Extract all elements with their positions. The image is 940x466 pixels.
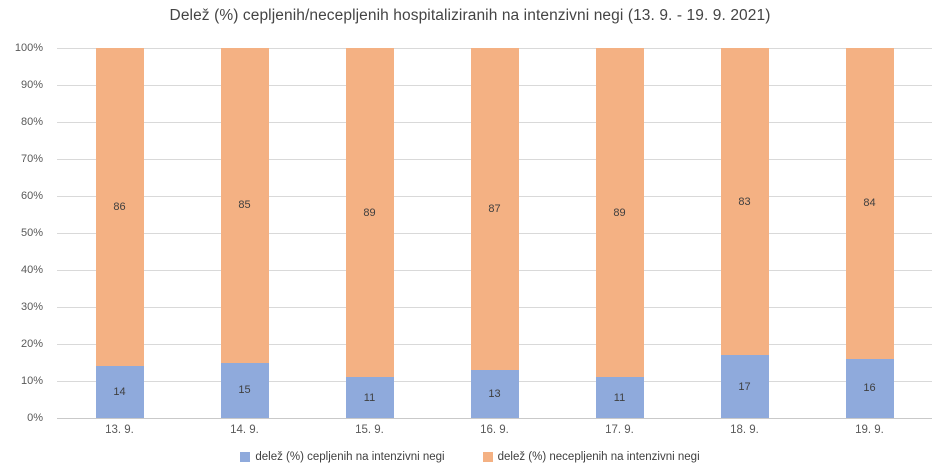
y-tick-label: 70%: [20, 153, 43, 165]
bar-value-label: 17: [738, 380, 751, 393]
bar-slot-179: 89 11: [557, 48, 682, 418]
legend-item: delež (%) necepljenih na intenzivni negi: [482, 451, 700, 463]
x-tick-label: 15. 9.: [355, 424, 384, 436]
bar-segment: 86: [95, 48, 144, 367]
stacked-bar: 84 16: [845, 48, 894, 418]
bar-segment: 11: [345, 377, 394, 418]
x-tick-label: 14. 9.: [230, 424, 259, 436]
legend-marker-icon: [482, 452, 493, 462]
bar-slot-159: 89 11: [307, 48, 432, 418]
y-tick-label: 40%: [20, 264, 43, 276]
legend: delež (%) cepljenih na intenzivni negi de…: [0, 451, 940, 463]
bar-value-label: 11: [363, 391, 376, 404]
bar-slot-149: 85 15: [182, 48, 307, 418]
stacked-bar: 89 11: [345, 48, 394, 418]
bar-segment: 11: [595, 377, 644, 418]
stacked-bar: 86 14: [95, 48, 144, 418]
bar-segment: 15: [220, 362, 269, 418]
stacked-bar: 83 17: [720, 48, 769, 418]
bar-value-label: 83: [738, 195, 751, 208]
bar-value-label: 89: [613, 206, 626, 219]
bar-segment: 16: [845, 358, 894, 418]
bar-segment: 17: [720, 355, 769, 418]
bar-slot-169: 87 13: [432, 48, 557, 418]
bar-segment: 87: [470, 48, 519, 370]
bar-value-label: 11: [613, 391, 626, 404]
bar-slot-189: 83 17: [682, 48, 807, 418]
legend-marker-icon: [240, 452, 251, 462]
bar-value-label: 86: [113, 201, 126, 214]
legend-label: delež (%) necepljenih na intenzivni negi: [497, 451, 700, 463]
bar-segment: 14: [95, 366, 144, 418]
plot-area: 86 14 85 15 89 11 87 13 89 11 83 17 84 16: [57, 48, 932, 419]
bar-segment: 89: [345, 48, 394, 378]
bar-segment: 89: [595, 48, 644, 378]
y-tick-label: 80%: [20, 116, 43, 128]
bars-container: 86 14 85 15 89 11 87 13 89 11 83 17 84 16: [57, 48, 932, 418]
bar-value-label: 84: [863, 197, 876, 210]
y-tick-label: 90%: [20, 79, 43, 91]
bar-value-label: 16: [863, 382, 876, 395]
bar-value-label: 14: [113, 386, 126, 399]
y-tick-label: 20%: [20, 338, 43, 350]
x-tick-label: 16. 9.: [480, 424, 509, 436]
stacked-bar: 89 11: [595, 48, 644, 418]
stacked-bar: 87 13: [470, 48, 519, 418]
bar-segment: 85: [220, 48, 269, 363]
stacked-bar: 85 15: [220, 48, 269, 418]
y-tick-label: 0%: [27, 412, 43, 424]
x-tick-label: 19. 9.: [855, 424, 884, 436]
bar-slot-139: 86 14: [57, 48, 182, 418]
y-axis: 0% 10% 20% 30% 40% 50% 60% 70% 80% 90% 100%: [0, 0, 50, 466]
bar-segment: 13: [470, 369, 519, 418]
y-tick-label: 50%: [20, 227, 43, 239]
bar-value-label: 85: [238, 199, 251, 212]
y-tick-label: 30%: [20, 301, 43, 313]
bar-slot-199: 84 16: [807, 48, 932, 418]
bar-value-label: 89: [363, 206, 376, 219]
x-axis: 13. 9. 14. 9. 15. 9. 16. 9. 17. 9. 18. 9. 19. …: [57, 424, 932, 436]
x-tick-label: 17. 9.: [605, 424, 634, 436]
legend-item: delež (%) cepljenih na intenzivni negi: [240, 451, 445, 463]
bar-segment: 84: [845, 48, 894, 359]
x-tick-label: 13. 9.: [105, 424, 134, 436]
bar-segment: 83: [720, 48, 769, 356]
y-tick-label: 10%: [20, 375, 43, 387]
y-tick-label: 100%: [14, 42, 43, 54]
legend-label: delež (%) cepljenih na intenzivni negi: [255, 451, 445, 463]
bar-value-label: 87: [488, 202, 501, 215]
y-tick-label: 60%: [20, 190, 43, 202]
bar-value-label: 13: [488, 387, 501, 400]
bar-value-label: 15: [238, 384, 251, 397]
x-tick-label: 18. 9.: [730, 424, 759, 436]
chart-title: Delež (%) cepljenih/necepljenih hospital…: [169, 7, 771, 24]
